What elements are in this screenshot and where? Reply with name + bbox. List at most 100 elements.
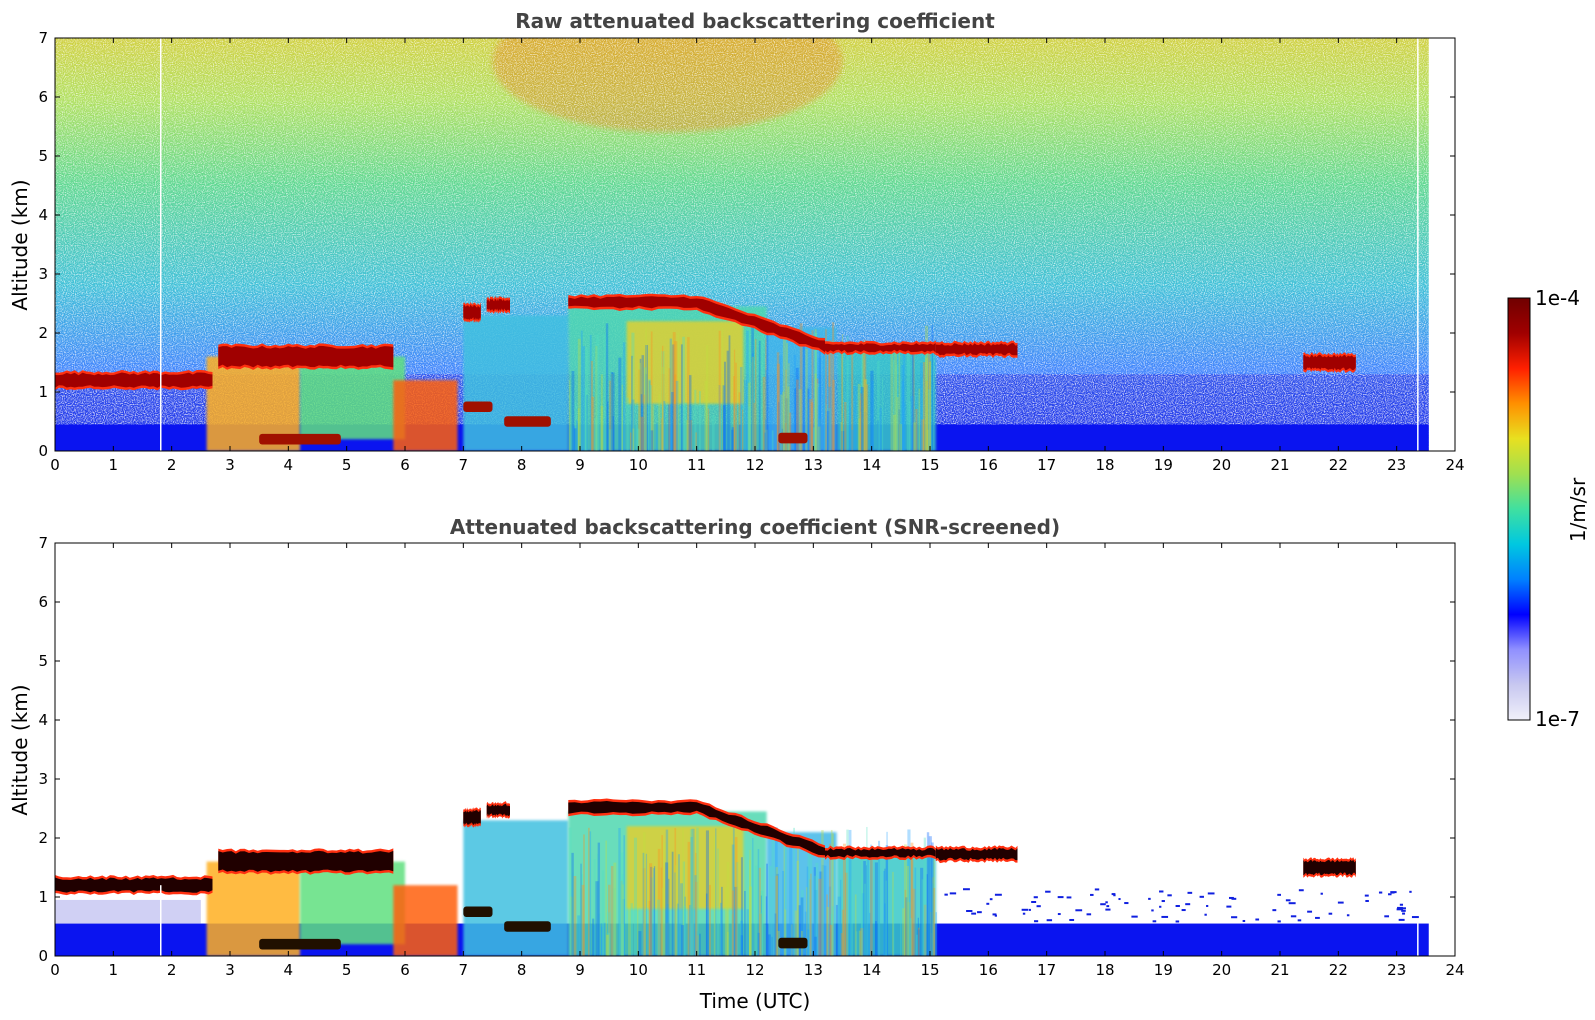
streak [645, 373, 647, 451]
speck [1057, 913, 1061, 916]
streak [926, 874, 928, 956]
x-tick-label: 18 [1095, 456, 1114, 474]
streak [768, 865, 772, 956]
streak [817, 426, 821, 451]
streak [705, 345, 709, 451]
streak [784, 839, 787, 956]
streak [776, 363, 780, 451]
cloud-layer-core [568, 296, 825, 353]
streak [665, 910, 667, 956]
streak [917, 917, 919, 956]
streak [910, 842, 914, 956]
speck [944, 893, 948, 896]
x-tick-label: 11 [687, 961, 706, 979]
streak [760, 890, 764, 956]
speck [986, 902, 990, 905]
streak [695, 432, 698, 451]
streak [638, 931, 642, 956]
cloud-layer-core [486, 803, 510, 817]
streak [761, 333, 763, 451]
x-tick-label: 17 [1037, 961, 1056, 979]
streak [815, 378, 819, 451]
streak [683, 905, 686, 956]
streak [764, 419, 767, 451]
speck [1118, 898, 1121, 901]
speck [1167, 894, 1172, 897]
speck [1159, 905, 1162, 908]
streak [806, 929, 810, 956]
streak [600, 406, 604, 451]
x-tick-label: 8 [517, 961, 527, 979]
streak [732, 826, 735, 956]
x-tick-label: 20 [1212, 456, 1231, 474]
streak [898, 350, 901, 451]
streak [694, 875, 697, 956]
speck [1285, 899, 1291, 902]
streak [910, 858, 913, 956]
speck [1090, 893, 1094, 896]
streak [892, 887, 895, 956]
streak [740, 857, 743, 956]
speck [1021, 908, 1029, 911]
streak [568, 827, 572, 956]
streak [598, 913, 601, 956]
streak [848, 400, 851, 451]
x-tick-label: 20 [1212, 961, 1231, 979]
streak [860, 343, 863, 451]
streak [671, 851, 674, 956]
streak [633, 837, 637, 956]
streak [600, 374, 603, 451]
streak [649, 863, 653, 956]
low-aerosol-feature [504, 416, 551, 427]
streak [923, 904, 927, 956]
panel-screened-plot-area [55, 798, 1429, 956]
streak [818, 357, 822, 451]
streak [908, 891, 911, 956]
x-tick-label: 8 [517, 456, 527, 474]
speck [1390, 891, 1395, 894]
streak [661, 374, 665, 451]
streak [814, 875, 817, 956]
streak [687, 337, 690, 451]
streak [661, 351, 665, 451]
streak [884, 868, 886, 956]
streak [649, 866, 653, 956]
x-tick-label: 18 [1095, 961, 1114, 979]
streak [570, 896, 574, 956]
streak [809, 840, 813, 956]
panel-raw: Raw attenuated backscattering coefficien… [8, 9, 1465, 474]
speck [1022, 912, 1026, 915]
streak [698, 391, 701, 451]
speck [1378, 891, 1383, 894]
speck [1364, 894, 1369, 897]
streak [731, 844, 735, 956]
streak [577, 408, 580, 451]
y-tick-label: 5 [38, 652, 48, 670]
streak [788, 363, 790, 451]
streak [758, 340, 761, 451]
streak [925, 357, 928, 451]
streak [676, 903, 679, 956]
speck [1175, 905, 1180, 908]
streak [660, 867, 663, 956]
streak [746, 909, 749, 956]
streak [840, 879, 842, 956]
x-tick-label: 6 [400, 961, 410, 979]
streak [580, 330, 583, 451]
streak [775, 867, 778, 956]
low-aerosol-feature [463, 906, 493, 918]
streak [684, 402, 687, 451]
streak [921, 879, 925, 956]
panel-raw-title: Raw attenuated backscattering coefficien… [515, 9, 995, 33]
streak [885, 845, 889, 956]
streak [799, 323, 803, 451]
streak [759, 913, 762, 956]
speck [1307, 910, 1313, 913]
streak [757, 849, 760, 956]
streak [806, 887, 808, 956]
streak [722, 327, 724, 451]
streak [583, 834, 585, 956]
y-tick-label: 3 [38, 770, 48, 788]
streak [841, 345, 843, 451]
